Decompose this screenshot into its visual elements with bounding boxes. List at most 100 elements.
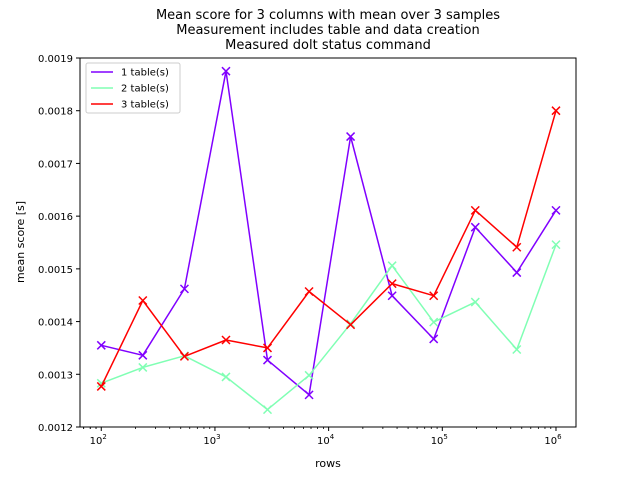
y-axis-label: mean score [s] bbox=[14, 201, 27, 283]
series-line bbox=[101, 70, 557, 396]
marker-stroke bbox=[551, 205, 561, 215]
marker-stroke bbox=[470, 222, 480, 232]
data-point-marker bbox=[179, 284, 189, 294]
legend-entry: 3 table(s) bbox=[91, 100, 169, 111]
x-axis-label: rows bbox=[315, 457, 341, 470]
legend-label: 3 table(s) bbox=[121, 100, 169, 111]
y-tick-label: 0.0014 bbox=[38, 318, 73, 329]
marker-stroke bbox=[262, 343, 273, 353]
data-point-marker bbox=[551, 240, 561, 250]
series-1 bbox=[96, 66, 561, 400]
data-point-marker bbox=[346, 320, 356, 330]
data-point-marker bbox=[221, 372, 231, 382]
y-tick-label: 0.0016 bbox=[38, 212, 73, 223]
series-line bbox=[101, 244, 557, 411]
legend-box bbox=[85, 62, 181, 114]
marker-stroke bbox=[304, 390, 314, 400]
plot-frame bbox=[79, 57, 577, 428]
data-point-marker bbox=[387, 261, 397, 271]
series-line bbox=[100, 110, 557, 387]
marker-stroke bbox=[551, 240, 561, 250]
data-point-marker bbox=[304, 370, 314, 380]
data-point-marker bbox=[221, 335, 231, 345]
data-point-marker bbox=[470, 205, 480, 215]
legend-entry: 2 table(s) bbox=[91, 84, 169, 95]
marker-stroke bbox=[138, 362, 148, 372]
y-tick-label: 0.0017 bbox=[38, 159, 73, 170]
marker-stroke bbox=[221, 372, 231, 382]
data-point-marker bbox=[179, 351, 189, 361]
y-tick-label: 0.0012 bbox=[38, 423, 73, 434]
legend: 1 table(s) 2 table(s) 3 table(s) bbox=[85, 62, 181, 114]
y-tick-label: 0.0018 bbox=[38, 107, 73, 118]
x-tick-label: 102 bbox=[90, 433, 107, 447]
legend-label: 2 table(s) bbox=[121, 84, 169, 95]
marker-stroke bbox=[429, 317, 439, 327]
x-tick-label: 104 bbox=[317, 433, 335, 447]
data-point-marker bbox=[387, 279, 397, 289]
marker-stroke bbox=[221, 66, 231, 76]
marker-stroke bbox=[387, 291, 397, 301]
chart-title-line-3: Measured dolt status command bbox=[225, 38, 431, 53]
x-tick-label: 105 bbox=[431, 433, 448, 447]
marker-stroke bbox=[512, 268, 522, 278]
data-point-marker bbox=[512, 268, 522, 278]
marker-stroke bbox=[387, 261, 397, 271]
data-point-marker bbox=[221, 66, 231, 76]
legend-entry: 1 table(s) bbox=[91, 68, 169, 79]
marker-stroke bbox=[429, 291, 439, 301]
data-point-marker bbox=[551, 205, 561, 215]
y-tick-label: 0.0013 bbox=[38, 370, 73, 381]
data-point-marker bbox=[138, 295, 148, 306]
marker-stroke bbox=[179, 284, 189, 294]
y-axis: 0.0012 0.0013 0.0014 0.0015 0.0016 0.0017 0.00… bbox=[38, 54, 80, 434]
data-point-marker bbox=[262, 355, 273, 365]
marker-stroke bbox=[262, 355, 273, 365]
data-point-marker bbox=[512, 242, 522, 252]
chart-title-line-1: Mean score for 3 columns with mean over … bbox=[156, 8, 500, 23]
data-point-marker bbox=[470, 297, 480, 307]
legend-label: 1 table(s) bbox=[121, 68, 169, 79]
marker-stroke bbox=[346, 132, 356, 142]
data-point-marker bbox=[96, 381, 106, 391]
data-point-marker bbox=[138, 362, 148, 372]
marker-stroke bbox=[470, 297, 480, 307]
y-tick-label: 0.0015 bbox=[38, 265, 73, 276]
marker-stroke bbox=[304, 286, 314, 297]
marker-stroke bbox=[304, 370, 314, 380]
series-2 bbox=[96, 240, 561, 415]
x-axis: 102 103 104 105 106 bbox=[83, 427, 562, 447]
marker-stroke bbox=[179, 351, 189, 361]
marker-stroke bbox=[221, 335, 231, 345]
data-point-marker bbox=[551, 106, 561, 116]
x-tick-label: 103 bbox=[203, 433, 220, 447]
marker-stroke bbox=[512, 242, 522, 252]
plot-area bbox=[79, 57, 577, 428]
data-point-marker bbox=[304, 286, 314, 297]
marker-stroke bbox=[96, 381, 106, 391]
y-tick-label: 0.0019 bbox=[38, 54, 73, 65]
data-point-marker bbox=[429, 291, 439, 301]
data-point-marker bbox=[512, 344, 522, 355]
marker-stroke bbox=[387, 279, 397, 289]
data-point-marker bbox=[429, 334, 439, 344]
series-3 bbox=[96, 106, 561, 391]
marker-stroke bbox=[512, 344, 522, 355]
data-point-marker bbox=[262, 405, 273, 415]
data-point-marker bbox=[387, 291, 397, 301]
x-tick-label: 106 bbox=[544, 433, 562, 447]
marker-stroke bbox=[551, 106, 561, 116]
marker-stroke bbox=[138, 350, 148, 360]
chart-title-line-2: Measurement includes table and data crea… bbox=[176, 23, 480, 38]
marker-stroke bbox=[262, 405, 273, 415]
data-point-marker bbox=[262, 343, 273, 353]
data-point-marker bbox=[304, 390, 314, 400]
marker-stroke bbox=[96, 340, 106, 350]
data-point-marker bbox=[346, 132, 356, 142]
data-point-marker bbox=[470, 222, 480, 232]
marker-stroke bbox=[470, 205, 480, 215]
data-point-marker bbox=[138, 350, 148, 360]
data-point-marker bbox=[429, 317, 439, 327]
data-point-marker bbox=[96, 340, 106, 350]
